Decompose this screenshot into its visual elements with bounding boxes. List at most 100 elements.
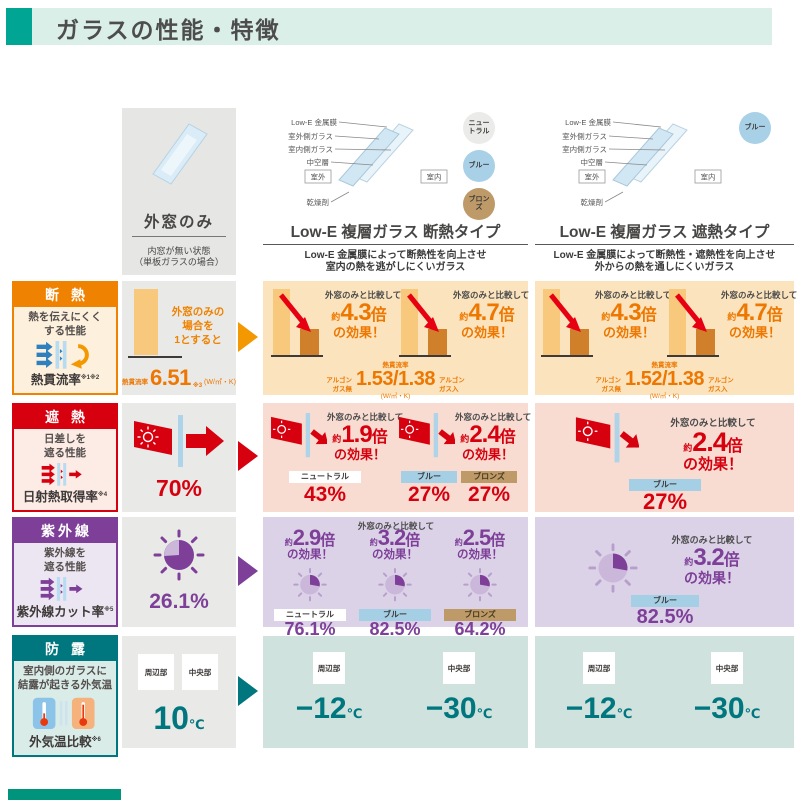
sun-pie-icon (153, 529, 205, 581)
solar-gain-plain-value: 70% (155, 475, 203, 501)
diagram-label-film: Low-E 金属膜 (291, 117, 337, 127)
glass-color-badge-neutral: ニュートラル (274, 609, 346, 621)
dew-temp-edge: −12℃ (295, 692, 363, 725)
sun-pie-icon (463, 567, 497, 602)
u-value: 1.52/1.38 (625, 368, 704, 390)
row-insulation-desc-1: 熱を伝えにくく (28, 311, 102, 323)
uv-cut-value: 82.5% (636, 606, 694, 628)
sun-through-glass-icon (134, 415, 224, 467)
baseline-bar (134, 289, 158, 355)
insulation-icon (36, 341, 89, 369)
dew-temp-center: −30℃ (693, 692, 761, 725)
times-value: 約2.4倍 (460, 421, 516, 448)
argon-with-label: アルゴン ガス入 (707, 377, 734, 394)
page-title: ガラスの性能・特徴 (56, 17, 281, 43)
diagram-label-film: Low-E 金属膜 (565, 117, 611, 127)
double-glazing-diagram: Low-E 金属膜 室外側ガラス 室内側ガラス 中空層 乾燥剤 室外 室内 (288, 117, 448, 207)
effect-label: の効果！ (460, 325, 513, 340)
glass-color-badge-neutral: ニュートラル (289, 471, 361, 483)
next-section-bar (8, 789, 121, 800)
uv-plain-cell: 26.1% (122, 517, 236, 627)
times-value: 約4.7倍 (727, 299, 783, 326)
solar-gain-value: 27% (407, 483, 451, 506)
thermometer-icon (32, 698, 95, 730)
compare-note: 外窓のみと比較して (325, 290, 402, 300)
arrow-right-icon (238, 441, 258, 471)
color-bubble-bronze: ブロンズ (463, 188, 495, 220)
edge-label-box: 周辺部 (138, 654, 174, 690)
bar-comparison-icon (271, 289, 323, 357)
row-dew-title: 防露 (14, 637, 116, 661)
column-subtitle-insulation-2: 室内の熱を逃がしにくいガラス (325, 262, 466, 273)
column-subtitle-shielding-2: 外からの熱を通しにくいガラス (594, 262, 735, 273)
effect-label: の効果！ (332, 325, 385, 340)
column-title-shielding: Low-E 複層ガラス 遮熱タイプ (559, 224, 770, 241)
row-insulation-desc-2: する性能 (43, 324, 86, 337)
glass-color-badge-bronze: ブロンズ (444, 609, 516, 621)
color-bubble-neutral: ニュートラル (463, 112, 495, 144)
column-subtitle-plain-2: （単板ガラスの場合） (134, 257, 224, 267)
edge-label-box: 周辺部 (313, 652, 345, 684)
row-dew-label: 防露 室内側のガラスに 結露が起きる外気温 外気温比較※6 (12, 635, 118, 757)
times-value: 約2.5倍 (454, 525, 506, 550)
comparison-group: 約2.9倍 の効果！ ニュートラル 76.1% (269, 525, 351, 638)
compare-note: 外窓のみと比較して (670, 418, 756, 429)
row-uv-title: 紫外線 (14, 519, 116, 543)
times-value: 約3.2倍 (684, 544, 740, 571)
compare-note: 外窓のみと比較して (671, 535, 753, 545)
glass-color-badge-blue: ブルー (359, 609, 431, 621)
row-dew-desc-1: 室内側のガラスに (23, 665, 107, 677)
divider (535, 244, 794, 245)
dew-shield-cell: 周辺部 −12℃ 中央部 −30℃ (535, 636, 794, 748)
dew-temp-plain: 10℃ (153, 700, 205, 736)
times-value: 約4.7倍 (459, 299, 515, 326)
row-dew-desc-2: 結露が起きる外気温 (17, 678, 113, 691)
column-header-plain-window: 外窓のみ 内窓が無い状態 （単板ガラスの場合） (122, 108, 236, 275)
comparison-group: 約2.5倍 の効果！ ブロンズ 64.2% (439, 525, 521, 638)
compare-note: 外窓のみと比較して (453, 290, 530, 300)
argon-without-label: アルゴン ガス無 (326, 377, 353, 394)
row-uv-metric: 紫外線カット率※5 (16, 605, 114, 619)
u-value-unit: (W/㎡・K) (649, 393, 680, 400)
shade-insul-cell: 外窓のみと比較して 約1.9倍 の効果！ ニュートラル 43% (263, 403, 532, 512)
insulation-shield-cell: 外窓のみと比較して 約4.3倍 の効果！ 外窓のみと比較して 約4.7倍 の効果… (535, 281, 798, 400)
row-insulation-title: 断熱 (14, 283, 116, 307)
solar-gain-value: 27% (467, 483, 511, 506)
compare-note: 外窓のみと比較して (455, 412, 532, 422)
u-value-label: 熱貫流率 (382, 362, 409, 369)
diagram-label-air-gap: 中空層 (581, 157, 604, 167)
effect-label: の効果！ (682, 456, 743, 473)
solar-gain-value: 43% (303, 483, 347, 506)
diagram-label-desiccant: 乾燥剤 (307, 197, 330, 207)
arrow-right-icon (238, 322, 258, 352)
compare-note: 外窓のみと比較して (357, 521, 435, 531)
dew-temp-edge: −12℃ (565, 692, 633, 725)
dew-insul-cell: 周辺部 −12℃ 中央部 −30℃ (263, 636, 528, 748)
argon-without-label: アルゴン ガス無 (595, 377, 622, 394)
argon-with-label: アルゴン ガス入 (438, 377, 465, 394)
effect-label: の効果！ (457, 549, 503, 561)
glass-color-badge-blue: ブルー (629, 479, 701, 491)
column-header-lowe-shielding: Low-E 金属膜 室外側ガラス 室内側ガラス 中空層 乾燥剤 室外 室内 ブル… (535, 108, 794, 275)
center-label-box: 中央部 (182, 654, 218, 690)
divider (263, 244, 528, 245)
bar-baseline (128, 356, 182, 358)
double-glazing-diagram: Low-E 金属膜 室外側ガラス 室内側ガラス 中空層 乾燥剤 室外 室内 (562, 117, 722, 207)
row-shade-desc-2: 遮る性能 (44, 446, 86, 459)
diagram-label-outside: 室外 (585, 172, 600, 182)
sun-pie-icon (588, 543, 638, 593)
times-value: 約2.9倍 (284, 525, 336, 550)
sun-blocked-icon (399, 413, 455, 458)
compare-note: 外窓のみと比較して (595, 290, 672, 300)
effect-label: の効果！ (287, 549, 333, 561)
u-value-comparison: アルゴン ガス無 熱貫流率 1.52/1.38 (W/㎡・K) アルゴン ガス入 (535, 359, 794, 400)
diagram-label-inner-glass: 室内側ガラス (562, 144, 607, 154)
diagram-label-outer-glass: 室外側ガラス (562, 131, 607, 141)
glass-color-badge-bronze: ブロンズ (461, 471, 517, 483)
sun-pie-icon (293, 567, 327, 602)
u-value-unit: (W/㎡・K) (204, 379, 236, 386)
row-shade-desc-1: 日差しを (44, 433, 86, 445)
compare-note: 外窓のみと比較して (721, 290, 798, 300)
diagram-label-desiccant: 乾燥剤 (581, 197, 604, 207)
